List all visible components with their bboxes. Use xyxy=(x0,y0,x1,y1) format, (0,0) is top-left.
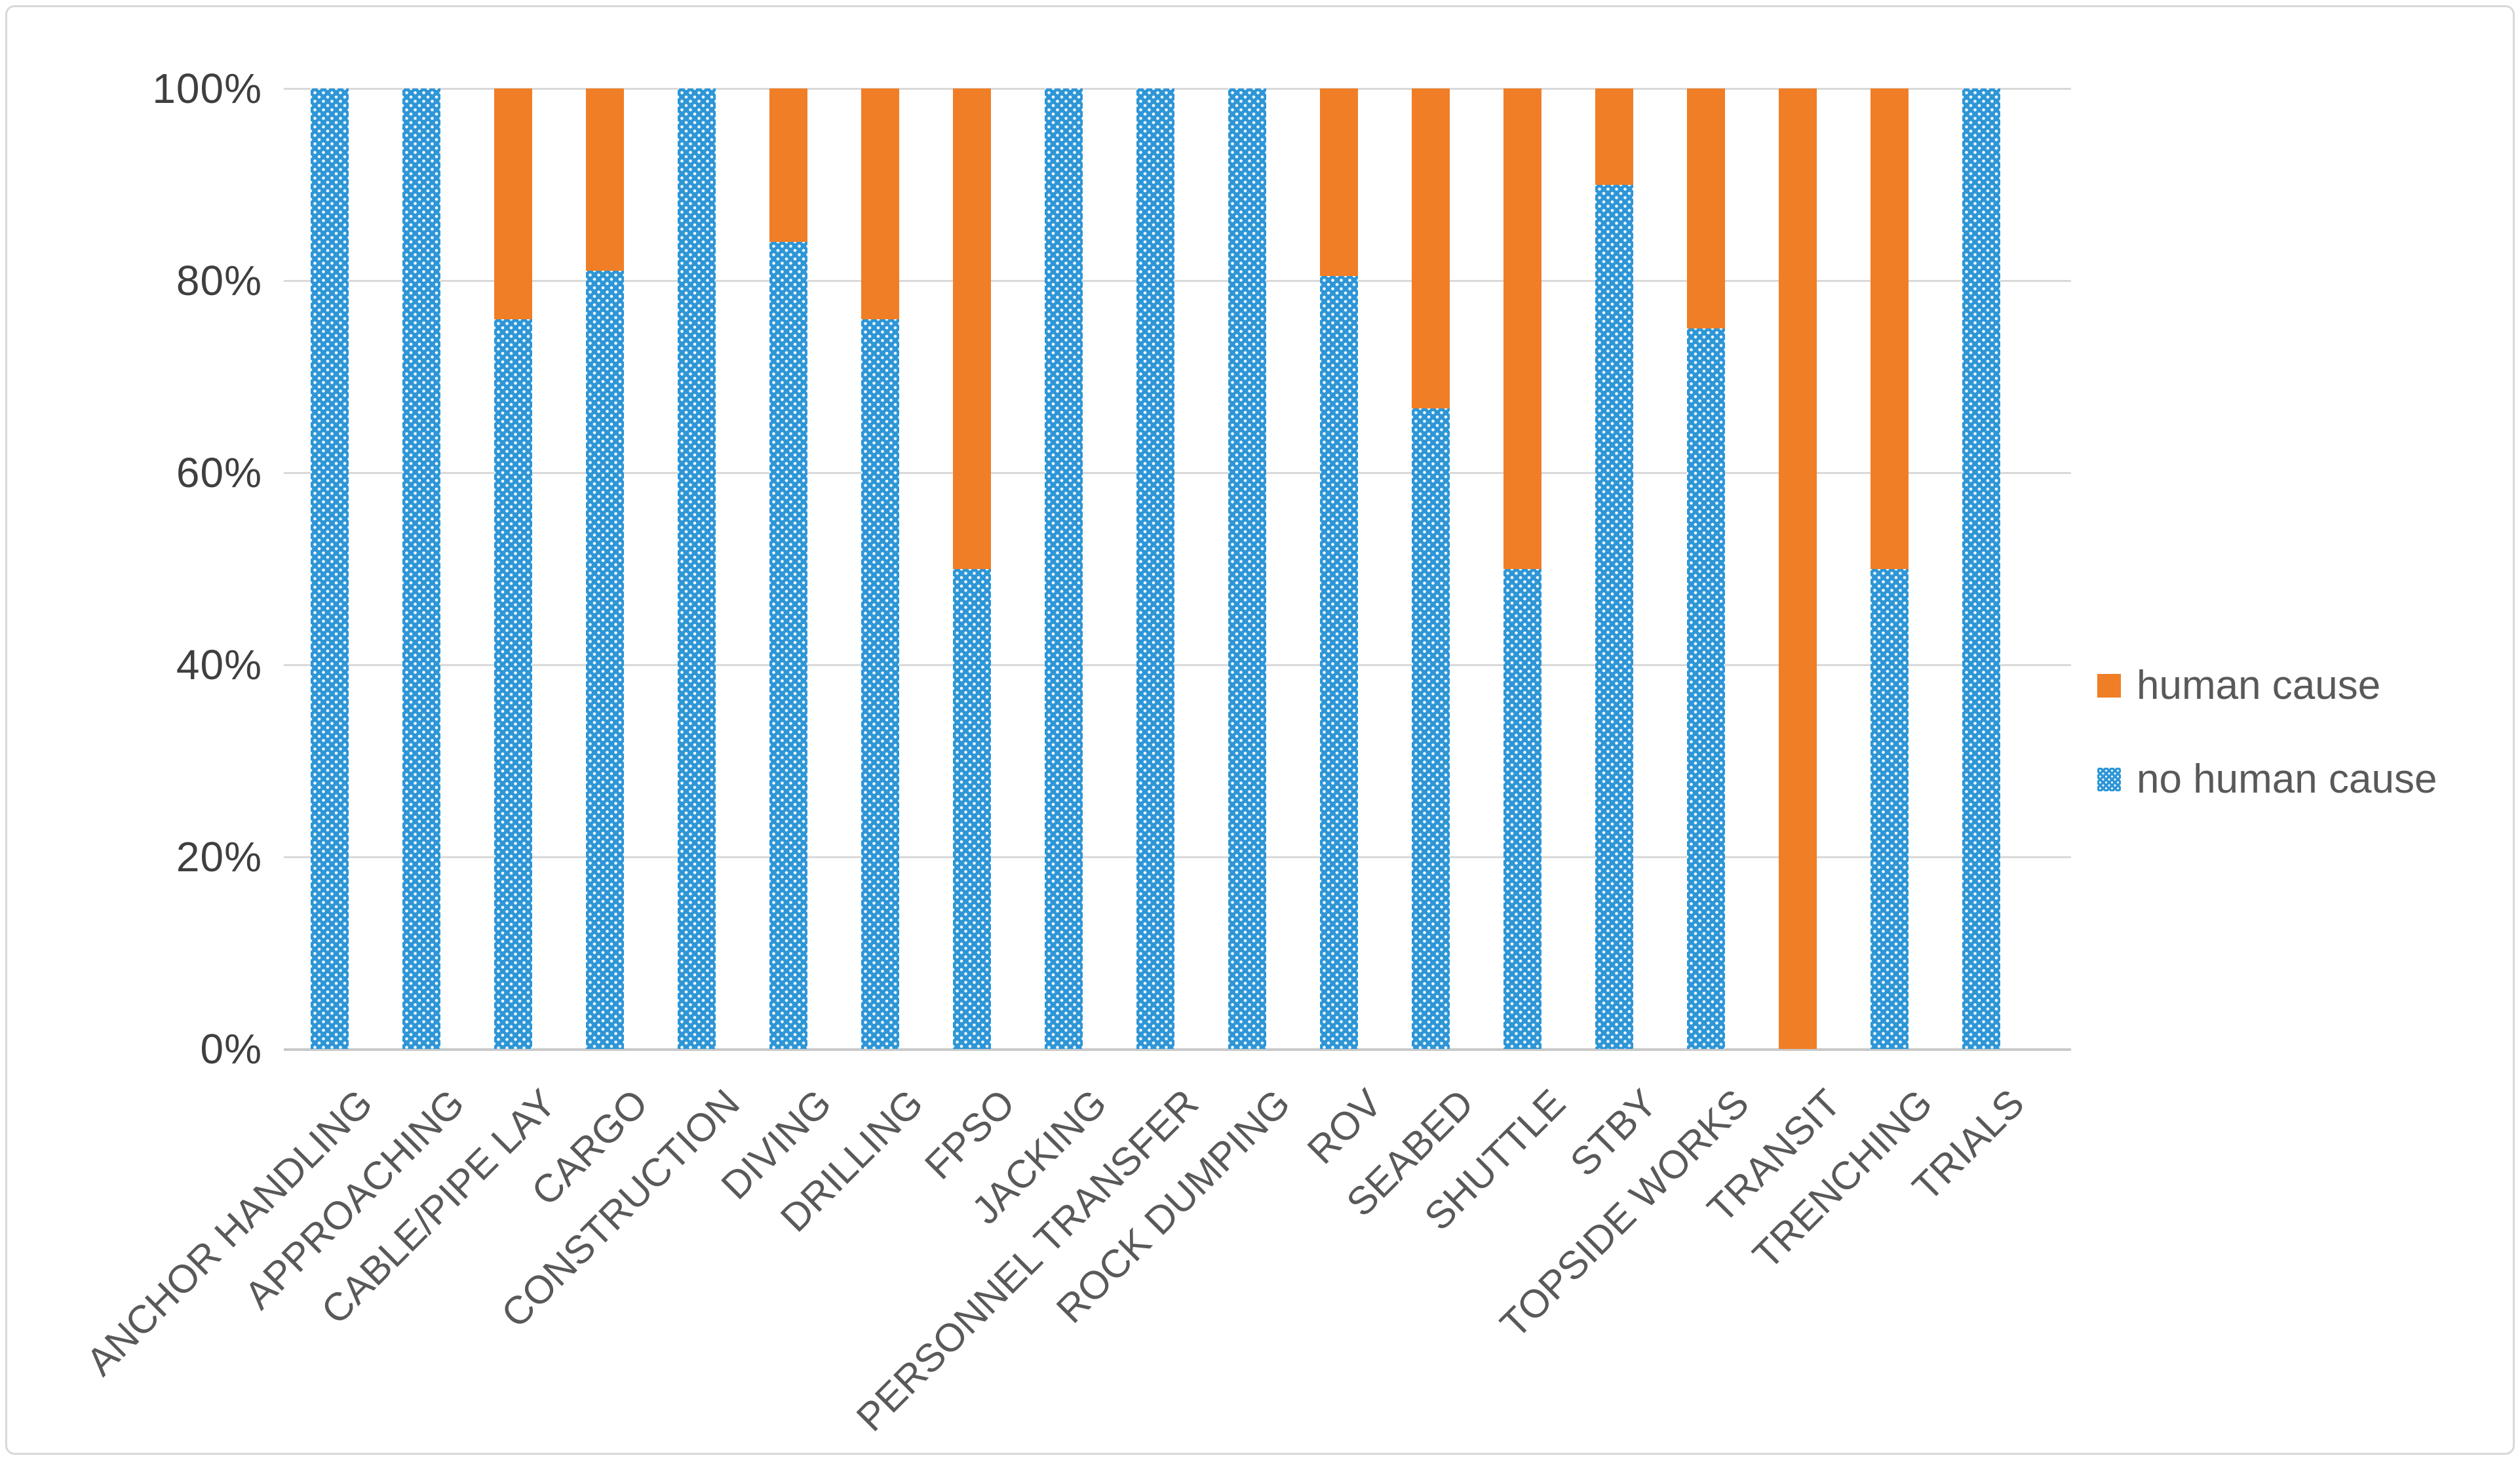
bar-segment-human-cause xyxy=(1595,89,1633,185)
y-tick-label: 60% xyxy=(176,449,262,496)
bar-segment-human-cause xyxy=(1779,89,1817,1049)
bar-segment-no-human-cause xyxy=(1871,568,1909,1049)
bar-segment-no-human-cause xyxy=(1045,89,1083,1049)
legend-swatch-no-human-cause-icon xyxy=(2097,767,2121,791)
bar-segment-no-human-cause xyxy=(1503,568,1541,1049)
bar-segment-human-cause xyxy=(953,89,991,569)
legend: human cause no human cause xyxy=(2097,662,2437,850)
bar-segment-no-human-cause xyxy=(769,242,807,1049)
gridline xyxy=(284,471,2071,474)
bar-segment-no-human-cause xyxy=(1687,328,1725,1049)
bar-segment-human-cause xyxy=(586,89,624,271)
x-axis-line xyxy=(284,1048,2071,1051)
legend-swatch-human-cause-icon xyxy=(2097,673,2121,698)
bar-segment-human-cause xyxy=(861,89,899,319)
y-tick-label: 20% xyxy=(176,833,262,880)
bar-segment-no-human-cause xyxy=(953,568,991,1049)
gridline xyxy=(284,279,2071,282)
y-tick-label: 40% xyxy=(176,641,262,688)
gridline xyxy=(284,663,2071,666)
bar-segment-human-cause xyxy=(1503,89,1541,569)
legend-item-no-human-cause: no human cause xyxy=(2097,756,2437,802)
bar-segment-human-cause xyxy=(1871,89,1909,569)
y-tick-label: 0% xyxy=(200,1025,262,1073)
y-tick-label: 100% xyxy=(152,65,262,112)
bar-segment-no-human-cause xyxy=(861,319,899,1049)
y-tick-label: 80% xyxy=(176,257,262,304)
bar-segment-human-cause xyxy=(1687,89,1725,329)
bar-segment-human-cause xyxy=(769,89,807,243)
bar-segment-human-cause xyxy=(494,89,532,319)
bar-segment-human-cause xyxy=(1412,89,1450,408)
bar-segment-no-human-cause xyxy=(1595,184,1633,1049)
legend-label-human-cause: human cause xyxy=(2137,663,2381,708)
bar-segment-no-human-cause xyxy=(494,319,532,1049)
bar-segment-no-human-cause xyxy=(586,271,624,1049)
bar-segment-no-human-cause xyxy=(1228,89,1266,1049)
legend-label-no-human-cause: no human cause xyxy=(2137,757,2437,802)
bar-segment-no-human-cause xyxy=(311,89,349,1049)
bar-segment-no-human-cause xyxy=(402,89,440,1049)
bar-segment-no-human-cause xyxy=(1320,275,1358,1049)
gridline xyxy=(284,87,2071,90)
bar-segment-no-human-cause xyxy=(678,89,716,1049)
gridline xyxy=(284,856,2071,858)
bar-segment-no-human-cause xyxy=(1136,89,1174,1049)
bar-segment-no-human-cause xyxy=(1962,89,2000,1049)
legend-item-human-cause: human cause xyxy=(2097,662,2437,709)
bar-segment-no-human-cause xyxy=(1412,408,1450,1049)
bar-segment-human-cause xyxy=(1320,89,1358,276)
